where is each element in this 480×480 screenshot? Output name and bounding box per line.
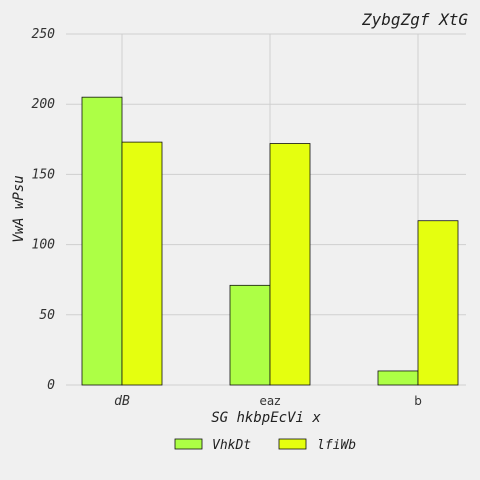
- legend-label-lfiWb: lfiWb: [317, 438, 356, 453]
- y-tick-label: 200: [32, 97, 56, 112]
- y-tick-label: 250: [32, 27, 56, 42]
- bars-layer: [81, 96, 459, 386]
- legend-swatch-VhkDt: [174, 438, 203, 450]
- legend-label-VhkDt: VhkDt: [212, 438, 251, 453]
- y-tick-label: 150: [32, 167, 56, 182]
- bar-VhkDt-b: [377, 370, 419, 386]
- y-axis-label: VwA wPsu: [11, 175, 27, 242]
- x-tick-label: dB: [114, 394, 130, 409]
- x-tick-label: eaz: [259, 394, 280, 408]
- x-axis-label: SG hkbpEcVi x: [211, 410, 321, 426]
- bar-VhkDt-eaz: [229, 284, 271, 386]
- y-tick-label: 100: [32, 238, 56, 253]
- x-tick-label: b: [414, 394, 422, 408]
- legend-swatch-lfiWb: [278, 438, 307, 450]
- bar-VhkDt-dB: [81, 96, 123, 386]
- y-tick-label: 0: [47, 378, 55, 393]
- bar-lfiWb-eaz: [269, 143, 311, 386]
- chart-title: ZybgZgf XtG: [361, 10, 468, 29]
- legend: VhkDt lfiWb: [174, 438, 356, 453]
- bar-lfiWb-dB: [121, 141, 163, 386]
- y-tick-label: 50: [39, 308, 55, 323]
- bar-lfiWb-b: [417, 220, 459, 386]
- ticks-layer: 0 50 100 150 200 250 dB eaz b: [32, 27, 422, 409]
